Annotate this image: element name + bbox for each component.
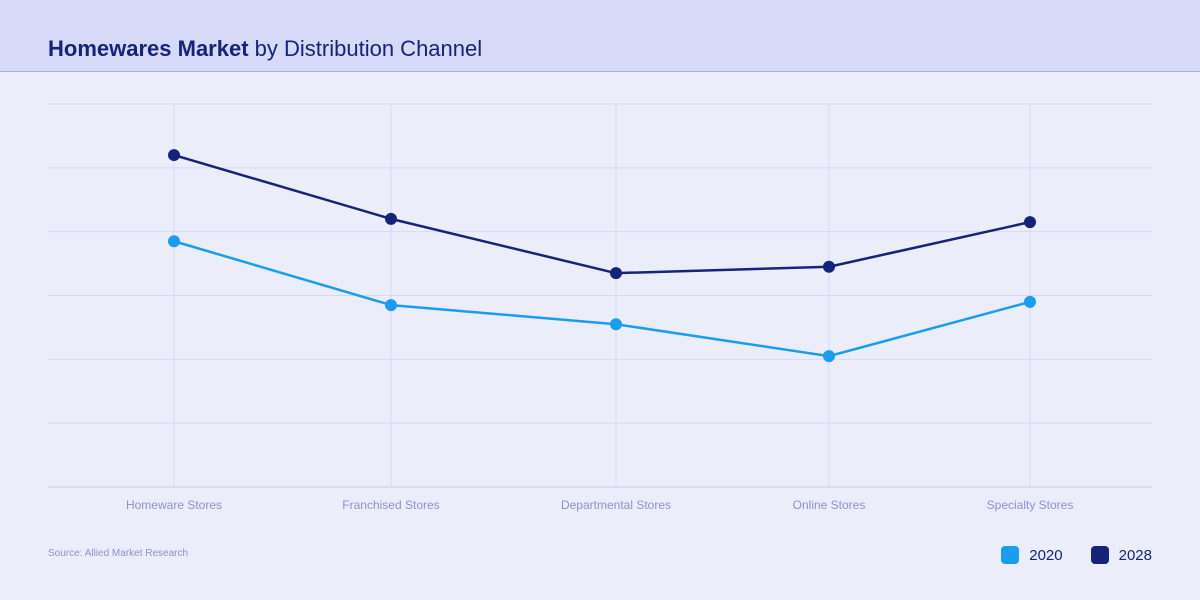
data-point-2020 [168, 235, 180, 248]
data-point-2020 [385, 299, 397, 312]
x-tick-label: Franchised Stores [342, 498, 439, 512]
data-point-2028 [168, 149, 180, 162]
x-tick-label: Departmental Stores [561, 498, 671, 512]
legend-item-2020: 2020 [1001, 546, 1063, 564]
header-bar: Homewares Market by Distribution Channel [0, 0, 1200, 72]
data-point-2028 [610, 267, 622, 280]
legend-label-2028: 2028 [1118, 546, 1152, 564]
x-tick-label: Specialty Stores [987, 498, 1074, 512]
legend-item-2028: 2028 [1090, 546, 1152, 564]
data-point-2028 [1024, 216, 1036, 229]
legend-swatch-2028 [1090, 546, 1109, 564]
chart-title: Homewares Market by Distribution Channel [48, 36, 482, 62]
x-tick-label: Online Stores [793, 498, 866, 512]
data-point-2028 [385, 212, 397, 225]
legend-label-2020: 2020 [1029, 546, 1063, 564]
series-line-2020 [173, 240, 1031, 358]
chart-title-bold: Homewares Market [48, 36, 249, 61]
legend: 2020 2028 [1001, 546, 1152, 564]
data-point-2020 [1024, 295, 1036, 308]
data-point-2028 [823, 260, 835, 273]
x-tick-label: Homeware Stores [126, 498, 222, 512]
source-note: Source: Allied Market Research [48, 548, 189, 559]
series-line-2028 [173, 153, 1031, 275]
legend-swatch-2020 [1001, 546, 1020, 564]
data-point-2020 [610, 318, 622, 331]
chart-title-rest: by Distribution Channel [254, 36, 483, 61]
data-point-2020 [823, 350, 835, 363]
